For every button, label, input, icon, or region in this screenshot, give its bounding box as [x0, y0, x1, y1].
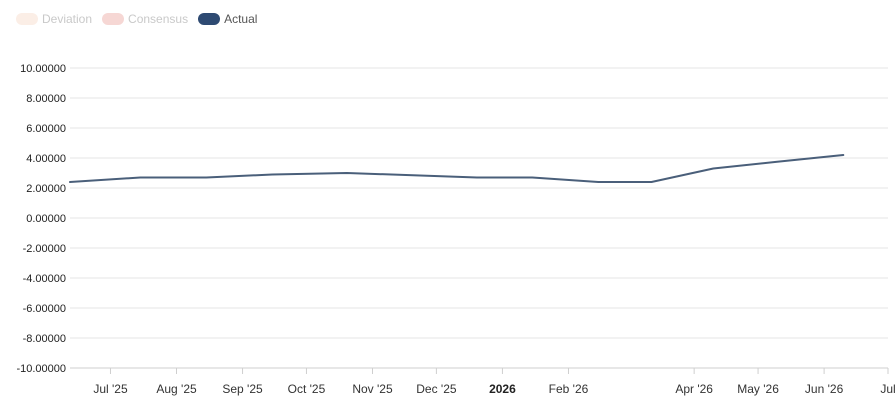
legend-label-actual: Actual — [224, 12, 258, 26]
data-point[interactable] — [344, 170, 350, 176]
y-tick-label: -10.00000 — [16, 363, 66, 375]
series-line-actual[interactable] — [69, 154, 845, 183]
x-tick-label: 2026 — [489, 382, 516, 396]
chart-legend: Deviation Consensus Actual — [16, 11, 257, 27]
data-point[interactable] — [649, 179, 655, 185]
y-tick-label: 6.00000 — [26, 123, 66, 135]
y-tick-label: 2.00000 — [26, 183, 66, 195]
data-point[interactable] — [137, 175, 143, 181]
x-tick-label: Jul — [880, 382, 895, 396]
data-point[interactable] — [474, 175, 480, 181]
data-point[interactable] — [410, 172, 416, 178]
chart-series — [67, 152, 846, 185]
x-tick-label: Feb '26 — [549, 382, 589, 396]
y-tick-label: 0.00000 — [26, 213, 66, 225]
x-tick-label: Nov '25 — [352, 382, 393, 396]
y-tick-label: -6.00000 — [23, 303, 66, 315]
chart-gridlines — [70, 67, 888, 369]
legend-swatch-icon — [198, 13, 221, 25]
y-tick-label: -4.00000 — [23, 273, 66, 285]
x-axis-ticks: Jul '25 Aug '25 Sep '25 Oct '25 Nov '25 Dec '… — [93, 368, 895, 396]
x-tick-label: Dec '25 — [416, 382, 457, 396]
legend-label-deviation: Deviation — [42, 12, 93, 26]
legend-swatch-icon — [102, 13, 125, 25]
x-tick-label: May '26 — [737, 382, 779, 396]
data-point[interactable] — [595, 179, 601, 185]
data-point[interactable] — [67, 179, 73, 185]
y-axis-ticks: 10.00000 8.00000 6.00000 4.00000 2.00000 0.00… — [16, 63, 66, 375]
x-tick-label: Oct '25 — [288, 382, 326, 396]
y-tick-label: -2.00000 — [23, 243, 66, 255]
data-point[interactable] — [203, 175, 209, 181]
y-tick-label: 4.00000 — [26, 153, 66, 165]
x-tick-label: Apr '26 — [675, 382, 713, 396]
legend-item-deviation[interactable]: Deviation — [16, 11, 92, 27]
y-tick-label: 8.00000 — [26, 93, 66, 105]
legend-item-actual[interactable]: Actual — [198, 11, 257, 27]
x-tick-label: Aug '25 — [156, 382, 197, 396]
data-point[interactable] — [840, 152, 846, 158]
data-point[interactable] — [529, 175, 535, 181]
data-point[interactable] — [774, 159, 780, 165]
legend-item-consensus[interactable]: Consensus — [102, 11, 188, 27]
data-point[interactable] — [710, 166, 716, 172]
x-tick-label: Sep '25 — [222, 382, 263, 396]
y-tick-label: -8.00000 — [23, 333, 66, 345]
data-point[interactable] — [269, 172, 275, 178]
y-tick-label: 10.00000 — [20, 63, 66, 75]
x-tick-label: Jul '25 — [93, 382, 128, 396]
x-tick-label: Jun '26 — [805, 382, 844, 396]
legend-label-consensus: Consensus — [128, 12, 189, 26]
legend-swatch-icon — [16, 13, 38, 25]
